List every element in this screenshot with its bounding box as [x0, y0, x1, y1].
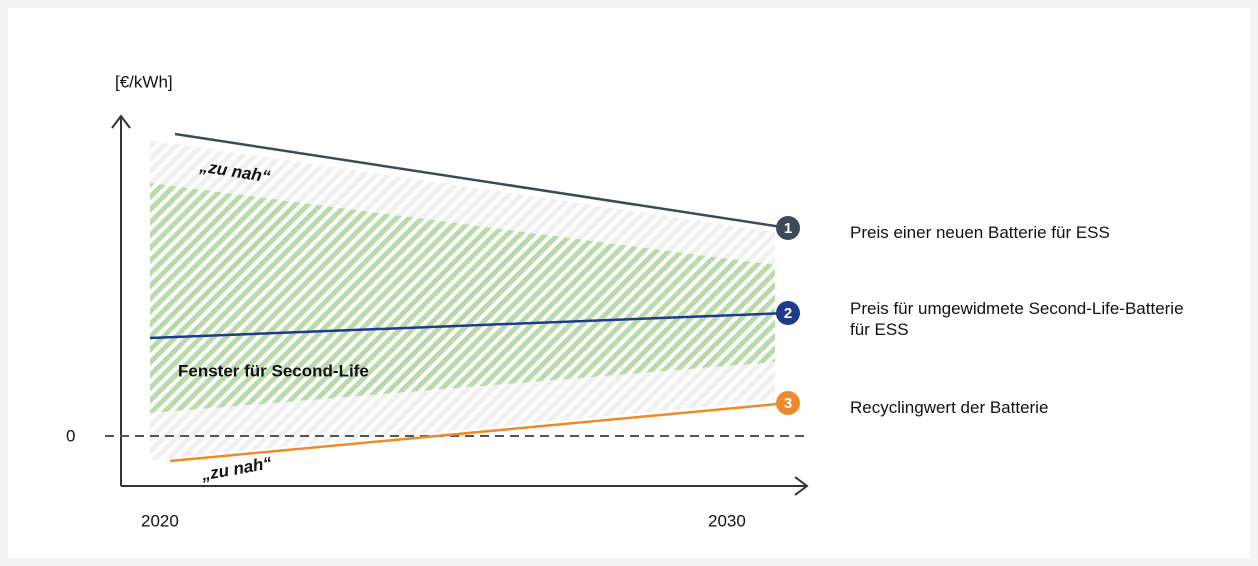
marker-number: 1 [784, 220, 792, 237]
marker-number: 2 [784, 305, 792, 322]
near-zone-top [150, 140, 775, 265]
legend-text: Preis einer neuen Batterie für ESS [850, 223, 1110, 242]
line-new-battery [174, 132, 789, 230]
axis-label: [€/kWh] [115, 72, 173, 91]
window-label: Fenster für Second-Life [178, 361, 369, 380]
second-life-window [150, 183, 775, 413]
marker-1 [776, 216, 800, 240]
x-arrow [794, 476, 809, 496]
marker-3 [776, 391, 800, 415]
line-recycling [169, 401, 789, 463]
legend-text: Preis für umgewidmete Second-Life-Batter… [850, 299, 1184, 339]
zero-label: 0 [66, 426, 75, 445]
marker-2 [776, 301, 800, 325]
x-label: 2030 [708, 511, 746, 530]
y-arrow [111, 114, 131, 129]
x-label: 2020 [141, 511, 179, 530]
marker-number: 3 [784, 395, 792, 412]
legend-text: Recyclingwert der Batterie [850, 398, 1049, 417]
line-second-life [149, 311, 789, 340]
